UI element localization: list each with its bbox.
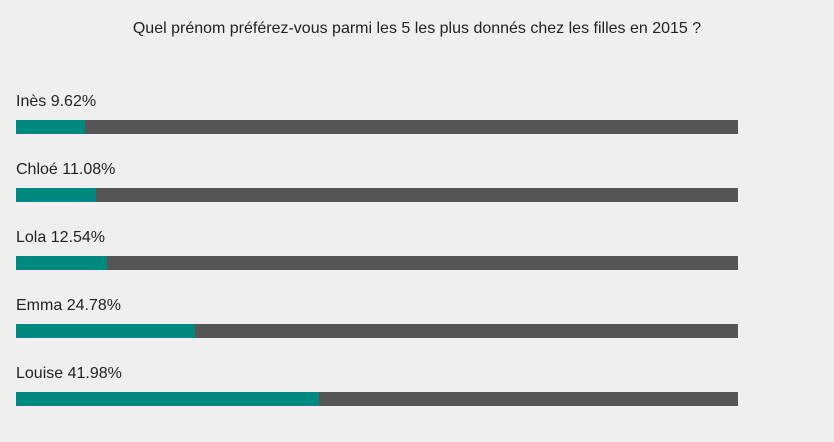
option-label: Inès 9.62%: [16, 92, 96, 112]
poll-option: Inès 9.62%: [16, 92, 738, 160]
option-name: Emma: [16, 297, 63, 314]
option-name: Lola: [16, 229, 47, 246]
bar-track: [16, 188, 738, 202]
poll-option: Emma 24.78%: [16, 296, 738, 364]
bar-fill: [16, 256, 107, 270]
bar-track: [16, 392, 738, 406]
bar-fill: [16, 392, 320, 406]
option-percent: 9.62%: [50, 93, 97, 110]
poll-options: Inès 9.62% Chloé 11.08% Lola 12.54% Emma…: [16, 92, 738, 432]
option-percent: 41.98%: [67, 365, 122, 382]
poll-option: Lola 12.54%: [16, 228, 738, 296]
bar-track: [16, 120, 738, 134]
option-percent: 24.78%: [66, 297, 121, 314]
option-label: Louise 41.98%: [16, 364, 122, 384]
bar-track: [16, 324, 738, 338]
chart-title: Quel prénom préférez-vous parmi les 5 le…: [132, 20, 702, 37]
poll-option: Chloé 11.08%: [16, 160, 738, 228]
option-name: Chloé: [16, 161, 58, 178]
option-name: Inès: [16, 93, 47, 110]
option-label: Chloé 11.08%: [16, 160, 115, 180]
option-name: Louise: [16, 365, 64, 382]
option-percent: 11.08%: [62, 161, 116, 178]
poll-option: Louise 41.98%: [16, 364, 738, 432]
bar-fill: [16, 120, 86, 134]
option-label: Lola 12.54%: [16, 228, 105, 248]
option-percent: 12.54%: [50, 229, 105, 246]
bar-fill: [16, 324, 195, 338]
option-label: Emma 24.78%: [16, 296, 121, 316]
bar-track: [16, 256, 738, 270]
bar-fill: [16, 188, 96, 202]
